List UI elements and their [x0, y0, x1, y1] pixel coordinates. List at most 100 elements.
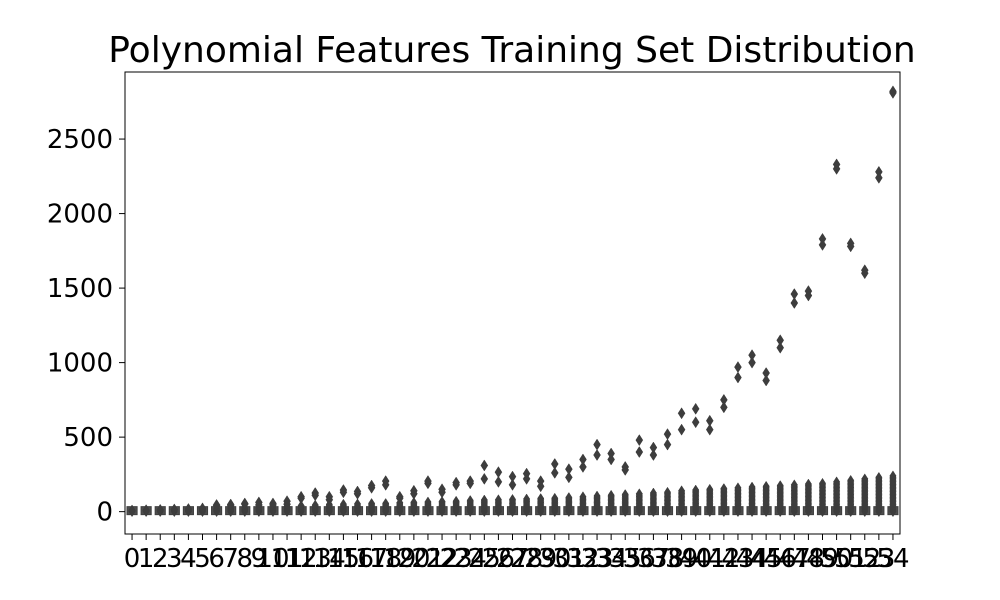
- outlier-point: [832, 158, 841, 171]
- outlier-point: [748, 349, 756, 362]
- outlier-point: [508, 470, 517, 483]
- outlier-point: [170, 503, 179, 516]
- outlier-point: [819, 477, 826, 489]
- outlier-point: [635, 488, 643, 500]
- x-tick-label: 48: [792, 544, 825, 574]
- x-tick-label: 52: [848, 544, 881, 574]
- outlier-point: [875, 471, 883, 483]
- x-tick-label: 8: [236, 544, 253, 574]
- outlier-point: [593, 490, 601, 502]
- y-tick-label: 500: [63, 423, 113, 453]
- x-tick-label: 14: [313, 544, 346, 574]
- outlier-point: [480, 494, 488, 506]
- x-tick-label: 11: [270, 544, 303, 574]
- outlier-point: [776, 334, 785, 347]
- outlier-point: [790, 297, 799, 309]
- outlier-point: [283, 495, 291, 508]
- y-tick-label: 2500: [47, 125, 113, 155]
- x-tick-label: 27: [496, 544, 529, 574]
- outlier-point: [804, 285, 813, 298]
- outlier-point: [889, 470, 897, 482]
- x-tick-label: 49: [806, 544, 839, 574]
- outlier-point: [833, 476, 841, 488]
- outlier-point: [776, 341, 785, 354]
- outlier-point: [494, 466, 503, 479]
- x-tick-label: 16: [341, 544, 374, 574]
- outlier-point: [607, 489, 615, 501]
- outlier-point: [579, 460, 587, 473]
- outlier-point: [565, 492, 573, 503]
- x-tick-label: 44: [735, 544, 768, 574]
- outlier-point: [410, 484, 418, 497]
- outlier-point: [550, 466, 559, 479]
- outlier-point: [649, 487, 657, 499]
- x-tick-label: 25: [468, 544, 501, 574]
- x-tick-label: 53: [862, 544, 895, 574]
- outlier-point: [621, 460, 630, 473]
- x-tick-label: 19: [383, 544, 416, 574]
- outlier-point: [720, 483, 728, 495]
- x-tick-label: 54: [876, 544, 909, 574]
- x-tick-label: 3: [166, 544, 183, 574]
- x-tick-label: 6: [208, 544, 225, 574]
- outlier-point: [339, 484, 348, 497]
- outlier-point: [438, 483, 446, 496]
- x-tick-label: 45: [750, 544, 783, 574]
- outlier-point: [861, 473, 869, 485]
- outlier-point: [297, 500, 305, 512]
- chart-title: Polynomial Features Training Set Distrib…: [108, 30, 916, 71]
- outlier-point: [734, 361, 742, 374]
- outlier-point: [804, 478, 812, 490]
- outlier-point: [706, 483, 714, 495]
- x-tick-label: 28: [510, 544, 543, 574]
- outlier-point: [368, 497, 376, 509]
- x-tick-label: 0: [124, 544, 141, 574]
- outlier-point: [748, 481, 756, 493]
- outlier-point: [748, 356, 756, 369]
- outlier-point: [509, 493, 516, 505]
- outlier-point: [762, 480, 770, 492]
- x-tick-label: 39: [665, 544, 698, 574]
- outlier-point: [677, 407, 686, 420]
- outlier-point: [367, 479, 376, 492]
- x-tick-label: 9: [251, 544, 268, 574]
- outlier-point: [678, 485, 686, 497]
- x-tick-label: 13: [299, 544, 332, 574]
- outlier-point: [621, 489, 629, 500]
- outlier-point: [523, 493, 531, 505]
- x-tick-label: 51: [834, 544, 867, 574]
- outlier-point: [466, 475, 475, 488]
- x-tick-label: 10: [256, 544, 289, 574]
- outlier-point: [649, 441, 658, 454]
- outlier-point: [255, 496, 263, 509]
- outlier-point: [846, 237, 855, 250]
- outlier-point: [551, 492, 559, 504]
- x-tick-label: 5: [194, 544, 211, 574]
- outlier-point: [860, 264, 869, 277]
- outlier-point: [297, 490, 305, 503]
- x-tick-label: 2: [152, 544, 169, 574]
- outlier-point: [142, 504, 150, 517]
- outlier-point: [776, 480, 784, 492]
- outlier-point: [550, 457, 559, 470]
- outlier-point: [635, 446, 644, 458]
- x-tick-label: 47: [778, 544, 811, 574]
- outlier-point: [184, 502, 193, 515]
- outlier-point: [240, 497, 249, 510]
- x-tick-label: 22: [425, 544, 458, 574]
- outlier-point: [494, 475, 503, 488]
- outlier-point: [325, 490, 334, 503]
- outlier-point: [818, 232, 827, 245]
- outlier-point: [311, 487, 320, 499]
- x-tick-label: 36: [623, 544, 656, 574]
- x-tick-label: 26: [482, 544, 515, 574]
- outlier-point: [705, 423, 714, 436]
- x-tick-label: 7: [222, 544, 239, 574]
- x-tick-label: 1: [138, 544, 155, 574]
- outlier-point: [269, 497, 277, 510]
- outlier-point: [339, 498, 347, 510]
- x-tick-label: 24: [454, 544, 487, 574]
- outlier-point: [128, 504, 136, 517]
- y-tick-label: 1000: [47, 349, 113, 379]
- outlier-point: [607, 447, 615, 460]
